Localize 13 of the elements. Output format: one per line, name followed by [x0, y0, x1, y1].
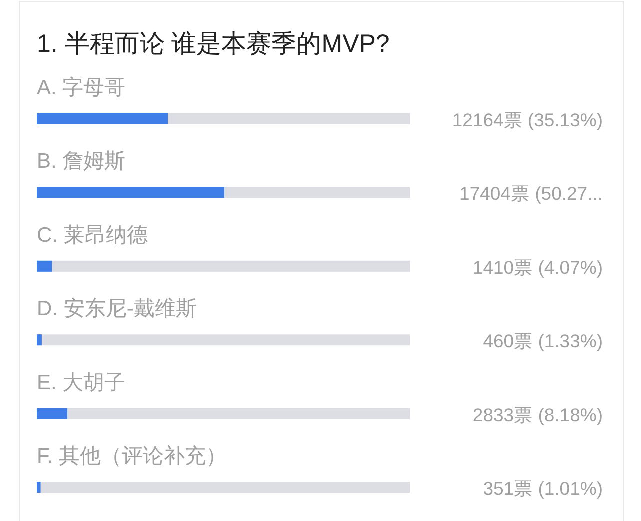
value-label: 1410票 (4.07%) — [472, 256, 603, 278]
category: B. 詹姆斯 — [37, 150, 126, 174]
category: D. 安东尼-戴维斯 — [37, 298, 197, 321]
value-label: 12164票 (35.13%) — [452, 110, 603, 130]
title: 1. 半程而论 谁是本赛季的MVP? — [37, 30, 390, 58]
category: C. 莱昂纳德 — [37, 224, 148, 247]
value-label: 351票 (1.01%) — [483, 478, 603, 499]
value-label: 2833票 (8.18%) — [472, 404, 603, 426]
value-label: 17404票 (50.27... — [460, 183, 603, 204]
category: F. 其他（评论补充） — [37, 445, 228, 468]
category: A. 字母哥 — [37, 76, 126, 100]
value-label: 460票 (1.33%) — [483, 330, 603, 352]
category: E. 大胡子 — [37, 371, 126, 394]
